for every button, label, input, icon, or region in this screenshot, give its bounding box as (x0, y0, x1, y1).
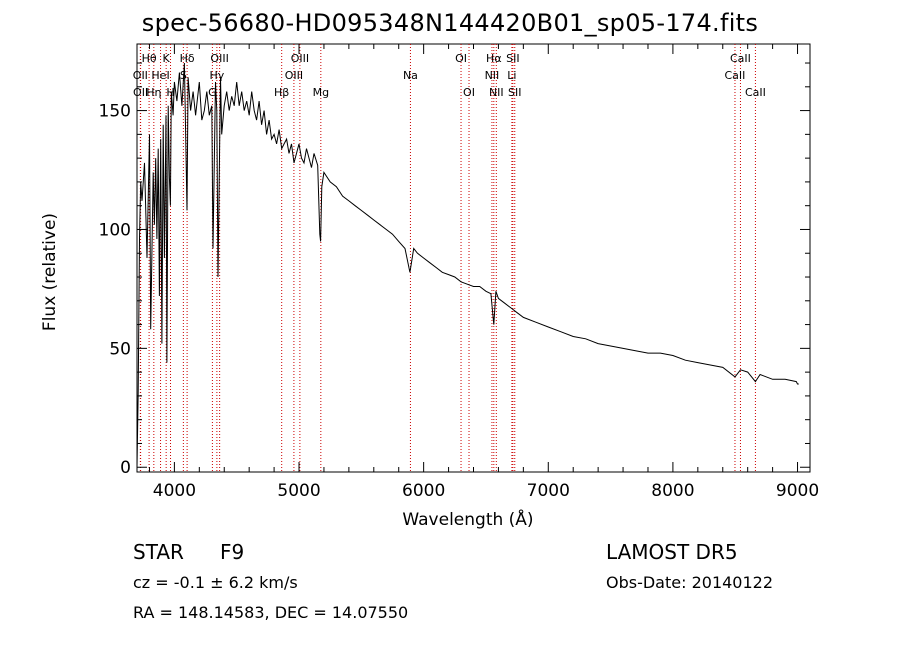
x-axis-label: Wavelength (Å) (402, 510, 534, 530)
line-marker-label: SII (508, 86, 521, 99)
line-marker-label: Li (507, 69, 516, 82)
line-marker-label: Hβ (274, 86, 289, 99)
line-marker-label: G (208, 86, 217, 99)
line-marker-label: OI (455, 52, 467, 65)
line-marker-label: Hδ (180, 52, 195, 65)
observation-date: Obs-Date: 20140122 (606, 573, 774, 592)
line-marker-label: Hη (146, 86, 161, 99)
line-marker-label: OIII (210, 52, 228, 65)
x-tick-label: 6000 (402, 481, 445, 501)
object-subclass: F9 (220, 540, 245, 564)
line-marker-label: Hθ (142, 52, 157, 65)
line-marker-label: OI (463, 86, 475, 99)
object-class: STAR (133, 540, 184, 564)
line-marker-label: OII (133, 69, 148, 82)
line-marker-label: HeI (151, 69, 169, 82)
x-tick-label: 8000 (651, 481, 694, 501)
redshift-cz: cz = -0.1 ± 6.2 km/s (133, 573, 298, 592)
y-tick-label: 0 (120, 458, 131, 478)
x-tick-label: 5000 (277, 481, 320, 501)
line-marker-label: Hα (486, 52, 502, 65)
line-marker-label: NII (489, 86, 504, 99)
x-tick-label: 7000 (527, 481, 570, 501)
ra-dec-coordinates: RA = 148.14583, DEC = 14.07550 (133, 603, 409, 622)
line-marker-label: H (166, 86, 174, 99)
x-tick-label: 4000 (153, 481, 196, 501)
line-marker-label: Mg (313, 86, 329, 99)
chart-title: spec-56680-HD095348N144420B01_sp05-174.f… (141, 9, 759, 37)
line-marker-label: SII (506, 52, 519, 65)
axis-ticks: 4000 5000 6000 7000 8000 9000 0 50 100 150 (99, 44, 819, 501)
line-marker-label: CaII (730, 52, 751, 65)
spectrum-line (136, 62, 799, 468)
line-marker-label: CaII (725, 69, 746, 82)
line-markers (139, 44, 756, 472)
line-marker-label: Na (403, 69, 418, 82)
x-tick-label: 9000 (776, 481, 819, 501)
y-tick-label: 100 (99, 220, 131, 240)
plot-frame (136, 43, 811, 473)
line-marker-label: OII (133, 86, 148, 99)
line-marker-label: OIII (291, 52, 309, 65)
line-marker-label: Hγ (209, 69, 224, 82)
y-tick-label: 150 (99, 102, 131, 122)
line-marker-label: OIII (285, 69, 303, 82)
survey-name: LAMOST DR5 (606, 540, 738, 564)
line-marker-label: CaII (745, 86, 766, 99)
y-tick-label: 50 (109, 339, 131, 359)
line-marker-label: NII (485, 69, 500, 82)
y-axis-label: Flux (relative) (40, 212, 60, 332)
line-marker-label: K (163, 52, 171, 65)
